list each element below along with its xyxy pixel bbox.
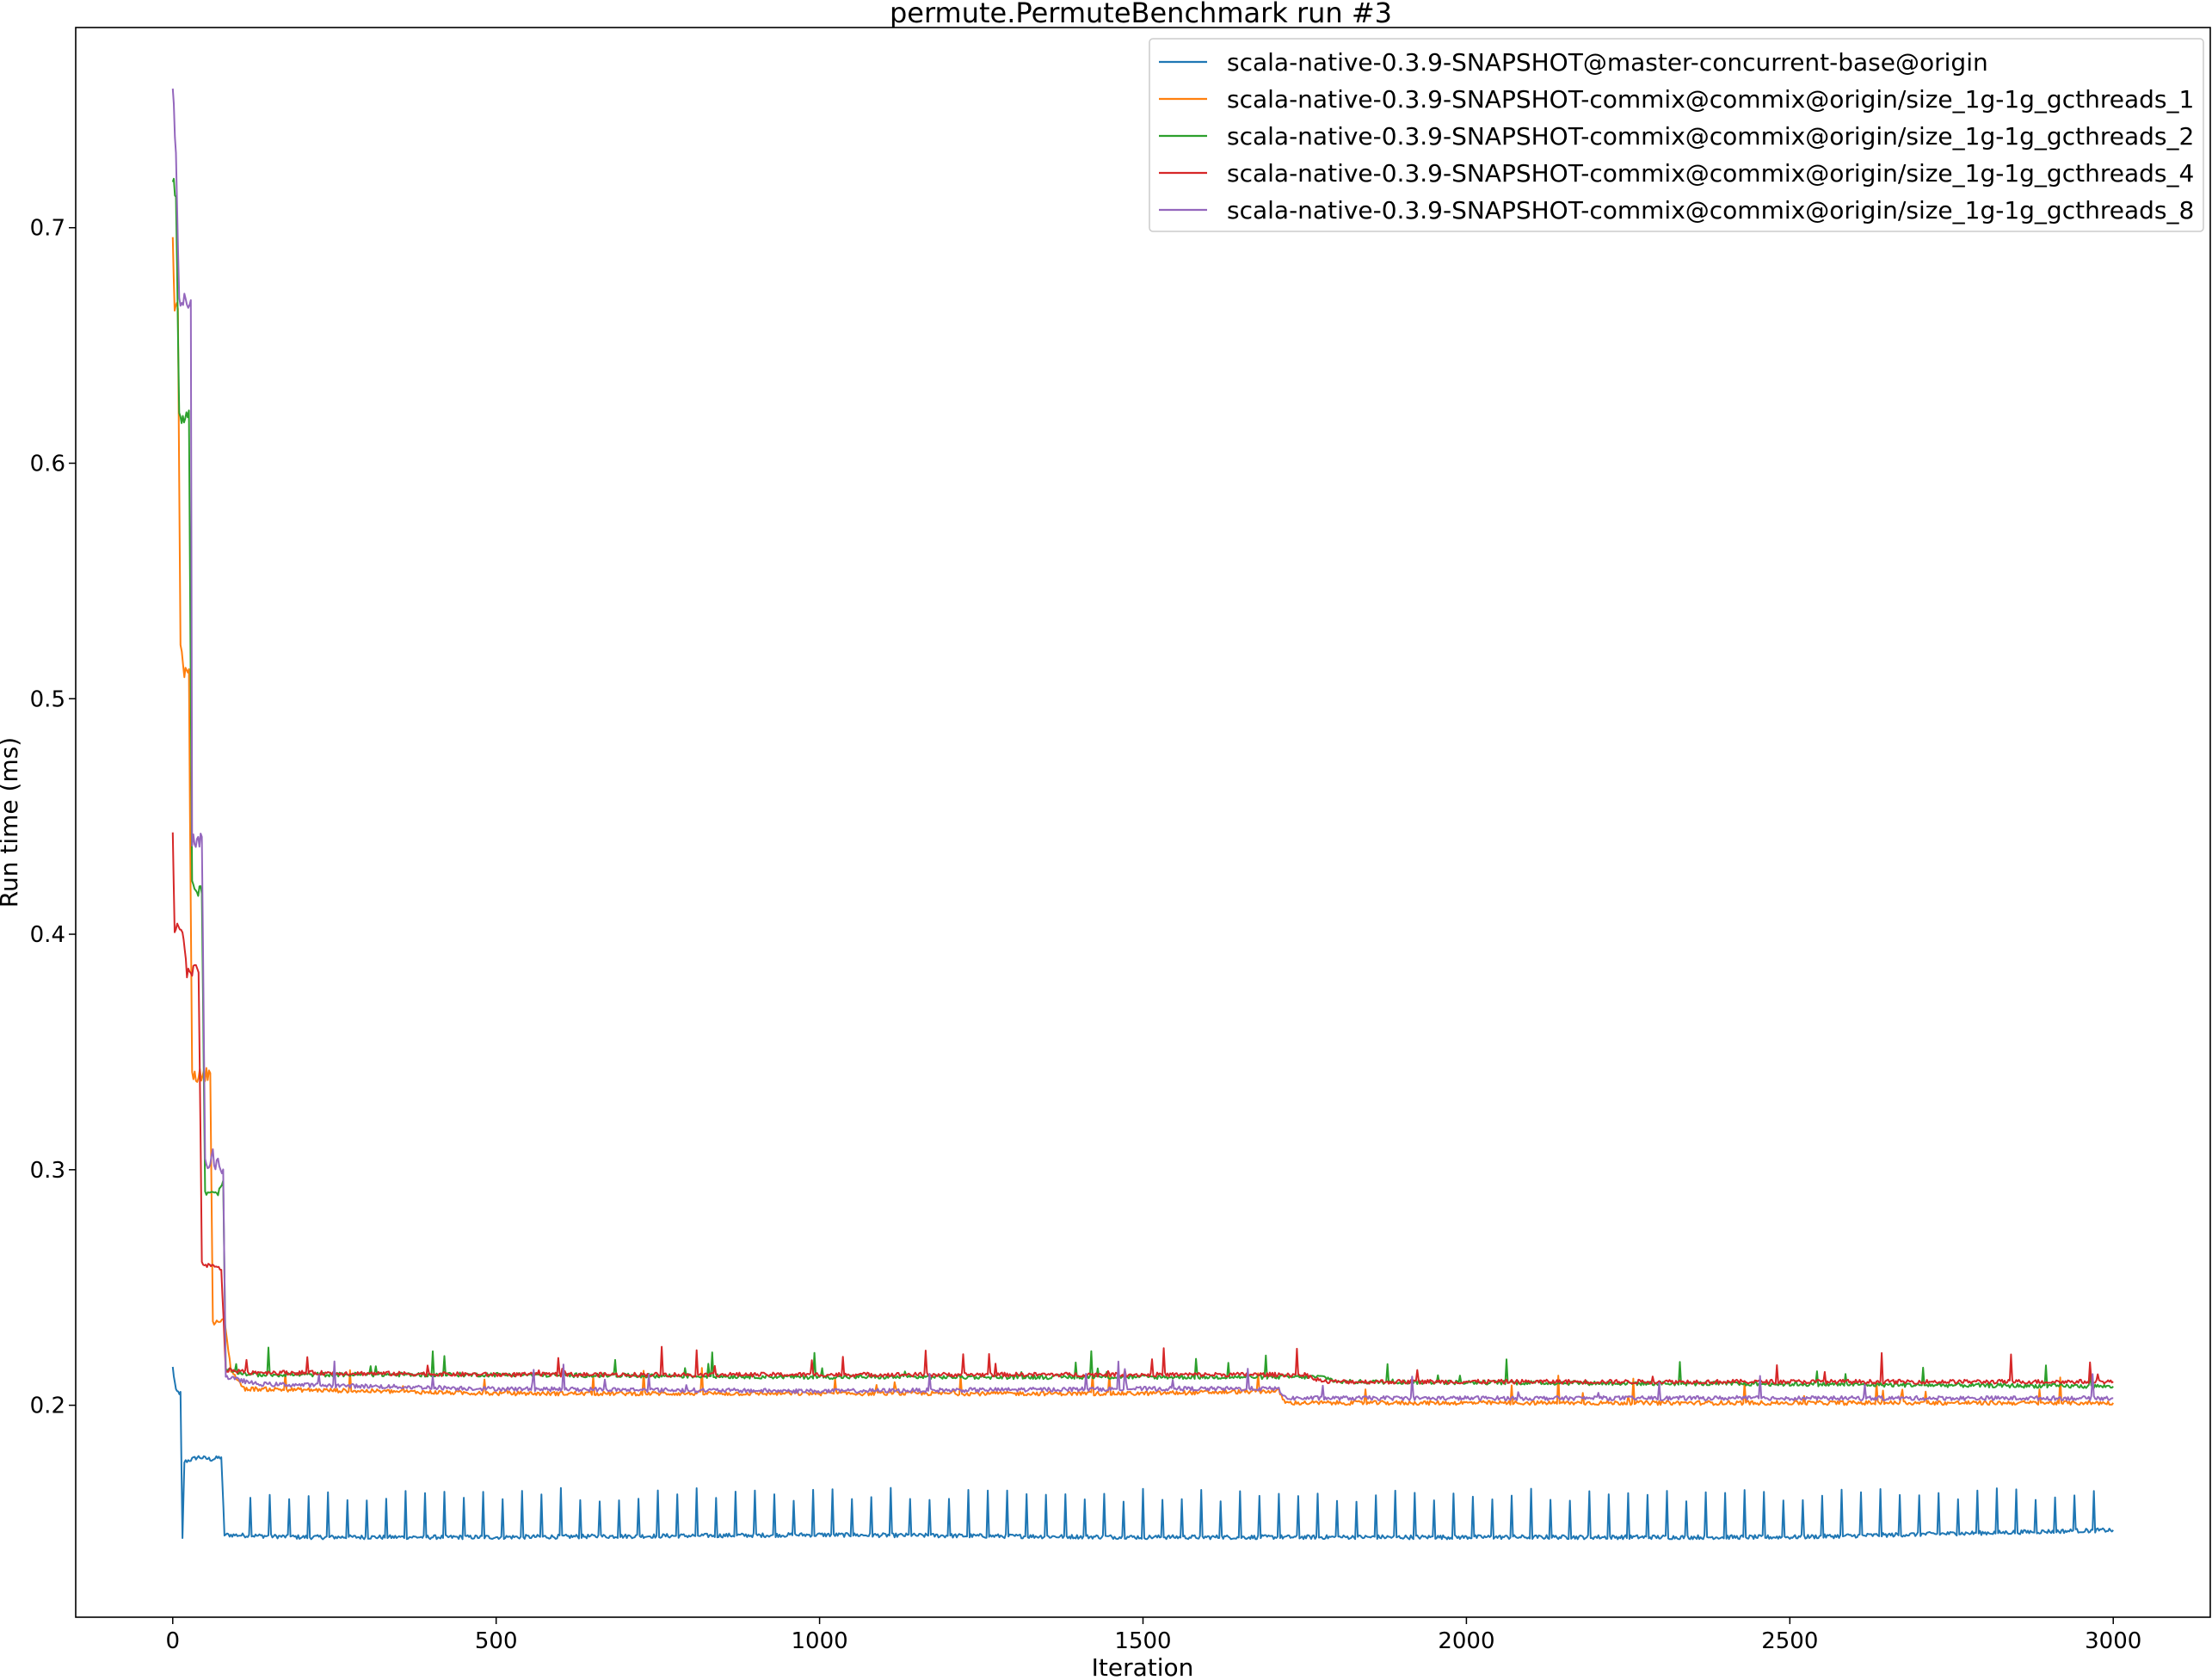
y-axis-label: Run time (ms): [0, 737, 23, 908]
x-axis: 0 500 1000 1500 2000 2500 3000: [165, 1617, 2141, 1654]
y-tick-label: 0.6: [30, 451, 65, 477]
x-tick-label: 0: [165, 1628, 180, 1654]
legend-box: [1149, 38, 2204, 232]
x-tick-label: 1000: [792, 1628, 848, 1654]
legend-label-3: scala-native-0.3.9-SNAPSHOT-commix@commi…: [1227, 122, 2194, 151]
y-tick-label: 0.2: [30, 1394, 65, 1419]
chart-title: permute.PermuteBenchmark run #3: [890, 0, 1392, 29]
y-tick-label: 0.7: [30, 216, 65, 242]
x-axis-label: Iteration: [1092, 1653, 1194, 1680]
series-line-4: [171, 832, 2114, 1385]
legend: scala-native-0.3.9-SNAPSHOT@master-concu…: [1149, 38, 2204, 232]
plot-lines: [171, 88, 2114, 1541]
y-axis: 0.2 0.3 0.4 0.5 0.6 0.7: [30, 216, 76, 1419]
y-tick-label: 0.4: [30, 922, 65, 948]
x-tick-label: 2000: [1438, 1628, 1494, 1654]
legend-label-2: scala-native-0.3.9-SNAPSHOT-commix@commi…: [1227, 85, 2194, 114]
x-tick-label: 500: [475, 1628, 518, 1654]
x-tick-label: 3000: [2085, 1628, 2141, 1654]
legend-label-4: scala-native-0.3.9-SNAPSHOT-commix@commi…: [1227, 159, 2194, 188]
legend-label-5: scala-native-0.3.9-SNAPSHOT-commix@commi…: [1227, 196, 2194, 225]
series-line-2: [171, 237, 2114, 1406]
x-tick-label: 1500: [1114, 1628, 1171, 1654]
legend-label-1: scala-native-0.3.9-SNAPSHOT@master-concu…: [1227, 48, 1988, 77]
y-tick-label: 0.3: [30, 1158, 65, 1184]
x-tick-label: 2500: [1761, 1628, 1818, 1654]
series-line-1: [171, 1366, 2114, 1541]
series-line-5: [171, 88, 2114, 1401]
y-tick-label: 0.5: [30, 686, 65, 712]
